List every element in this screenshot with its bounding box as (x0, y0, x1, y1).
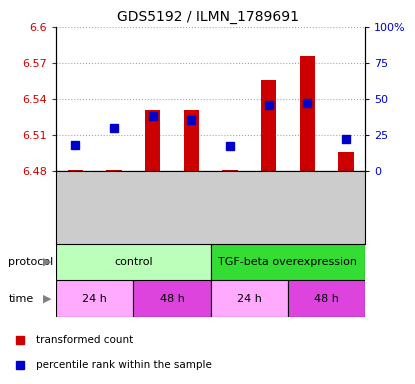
Bar (183, 110, 199, 171)
Text: 48 h: 48 h (159, 293, 184, 304)
Bar (56, 244, 210, 280)
Bar (133, 280, 210, 317)
Text: time: time (8, 293, 34, 304)
Bar (145, 110, 160, 171)
Bar (300, 56, 315, 171)
Bar (68, 170, 83, 171)
Text: control: control (114, 257, 153, 267)
Text: transformed count: transformed count (37, 335, 134, 345)
Bar (338, 152, 354, 171)
Bar (210, 280, 288, 317)
Bar (56, 280, 133, 317)
Text: 48 h: 48 h (314, 293, 339, 304)
Bar (210, 244, 365, 280)
Bar (106, 170, 122, 171)
Text: percentile rank within the sample: percentile rank within the sample (37, 359, 212, 369)
Text: 24 h: 24 h (82, 293, 107, 304)
Text: protocol: protocol (8, 257, 54, 267)
Bar (288, 280, 365, 317)
Text: GDS5192 / ILMN_1789691: GDS5192 / ILMN_1789691 (117, 10, 298, 23)
Bar (261, 80, 276, 171)
Text: TGF-beta overexpression: TGF-beta overexpression (218, 257, 357, 267)
Text: ▶: ▶ (44, 293, 52, 304)
Text: 24 h: 24 h (237, 293, 262, 304)
Bar (222, 170, 238, 171)
Text: ▶: ▶ (44, 257, 52, 267)
